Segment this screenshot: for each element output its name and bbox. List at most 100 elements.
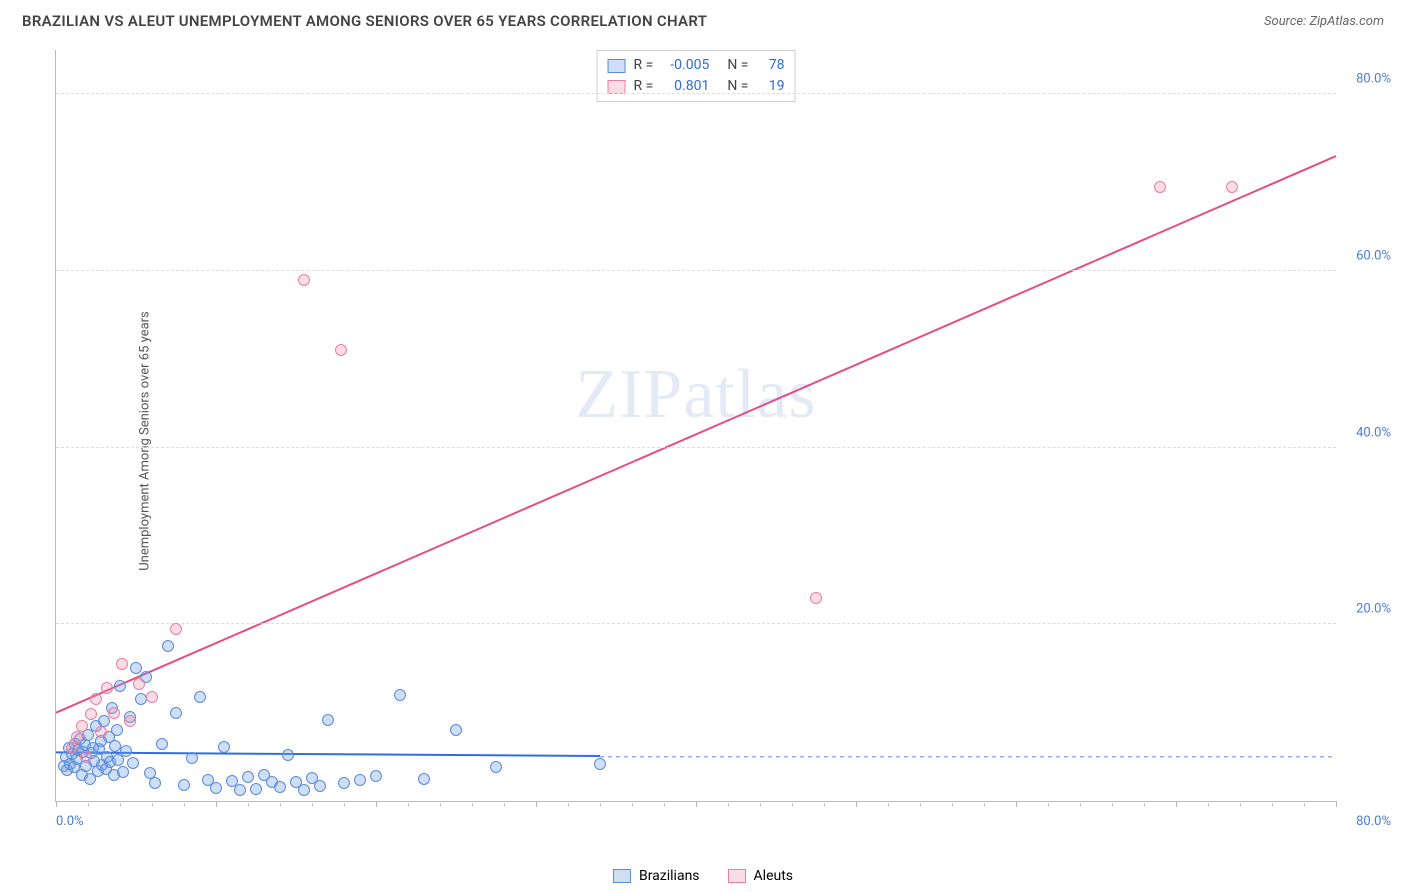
x-tick-minor (1304, 803, 1305, 807)
legend-label: Aleuts (754, 868, 793, 884)
x-tick-minor (312, 803, 313, 807)
x-tick-major (216, 801, 217, 807)
data-point (1154, 181, 1166, 193)
data-point (370, 770, 382, 782)
data-point (354, 774, 366, 786)
data-point (298, 784, 310, 796)
x-tick-minor (728, 803, 729, 807)
data-point (418, 773, 430, 785)
x-tick-minor (1208, 803, 1209, 807)
data-point (298, 274, 310, 286)
data-point (116, 658, 128, 670)
x-tick-major (856, 801, 857, 807)
data-point (112, 754, 124, 766)
data-point (810, 592, 822, 604)
data-point (101, 682, 113, 694)
x-tick-minor (1240, 803, 1241, 807)
data-point (120, 745, 132, 757)
watermark-part2: atlas (683, 356, 816, 433)
data-point (194, 691, 206, 703)
legend: Brazilians Aleuts (613, 868, 793, 884)
x-tick-minor (888, 803, 889, 807)
trend-line (56, 752, 600, 756)
data-point (170, 707, 182, 719)
x-tick-minor (408, 803, 409, 807)
x-tick-minor (184, 803, 185, 807)
x-tick-major (1176, 801, 1177, 807)
data-point (218, 741, 230, 753)
gridline-h (56, 623, 1336, 624)
x-tick-minor (472, 803, 473, 807)
data-point (394, 689, 406, 701)
data-point (156, 738, 168, 750)
legend-label: Brazilians (639, 868, 700, 884)
data-point (127, 757, 139, 769)
x-tick-minor (440, 803, 441, 807)
data-point (149, 777, 161, 789)
data-point (111, 724, 123, 736)
series-swatch (608, 59, 626, 73)
x-tick-minor (152, 803, 153, 807)
x-tick-minor (280, 803, 281, 807)
x-tick-minor (952, 803, 953, 807)
x-tick-minor (344, 803, 345, 807)
data-point (170, 623, 182, 635)
x-tick-major (1336, 801, 1337, 807)
data-point (1226, 181, 1238, 193)
watermark: ZIPatlas (575, 355, 816, 435)
data-point (234, 784, 246, 796)
data-point (71, 731, 83, 743)
y-tick-label: 60.0% (1341, 248, 1391, 263)
x-tick-major (696, 801, 697, 807)
x-tick-minor (824, 803, 825, 807)
x-axis-max-label: 80.0% (1356, 814, 1391, 829)
y-tick-label: 20.0% (1341, 602, 1391, 617)
legend-swatch (613, 869, 631, 883)
x-tick-minor (760, 803, 761, 807)
data-point (242, 771, 254, 783)
data-point (124, 715, 136, 727)
trend-lines (56, 50, 1336, 801)
x-tick-minor (1080, 803, 1081, 807)
legend-item: Brazilians (613, 868, 700, 884)
x-tick-major (1016, 801, 1017, 807)
data-point (109, 740, 121, 752)
data-point (95, 726, 107, 738)
trend-line (56, 156, 1336, 713)
x-axis-min-label: 0.0% (56, 814, 84, 829)
correlation-box: R =-0.005N =78R =0.801N =19 (597, 50, 796, 102)
data-point (162, 640, 174, 652)
series-swatch (608, 80, 626, 94)
data-point (66, 742, 78, 754)
x-tick-major (56, 801, 57, 807)
x-tick-minor (1272, 803, 1273, 807)
n-value: 78 (756, 55, 784, 76)
x-tick-minor (504, 803, 505, 807)
x-tick-minor (792, 803, 793, 807)
data-point (133, 678, 145, 690)
correlation-row: R =-0.005N =78 (608, 55, 785, 76)
data-point (117, 766, 129, 778)
legend-swatch (728, 869, 746, 883)
data-point (146, 691, 158, 703)
x-tick-minor (1144, 803, 1145, 807)
y-tick-label: 80.0% (1341, 72, 1391, 87)
data-point (335, 344, 347, 356)
data-point (76, 720, 88, 732)
source-prefix: Source: (1264, 14, 1309, 29)
chart-source: Source: ZipAtlas.com (1264, 14, 1384, 29)
r-label: R = (634, 55, 654, 76)
data-point (274, 781, 286, 793)
data-point (322, 714, 334, 726)
data-point (80, 751, 92, 763)
data-point (594, 758, 606, 770)
x-tick-minor (600, 803, 601, 807)
data-point (450, 724, 462, 736)
gridline-h (56, 270, 1336, 271)
data-point (282, 749, 294, 761)
x-tick-minor (664, 803, 665, 807)
data-point (108, 707, 120, 719)
watermark-part1: ZIP (575, 356, 683, 433)
chart-area: Unemployment Among Seniors over 65 years… (55, 50, 1396, 832)
r-value: -0.005 (661, 55, 709, 76)
